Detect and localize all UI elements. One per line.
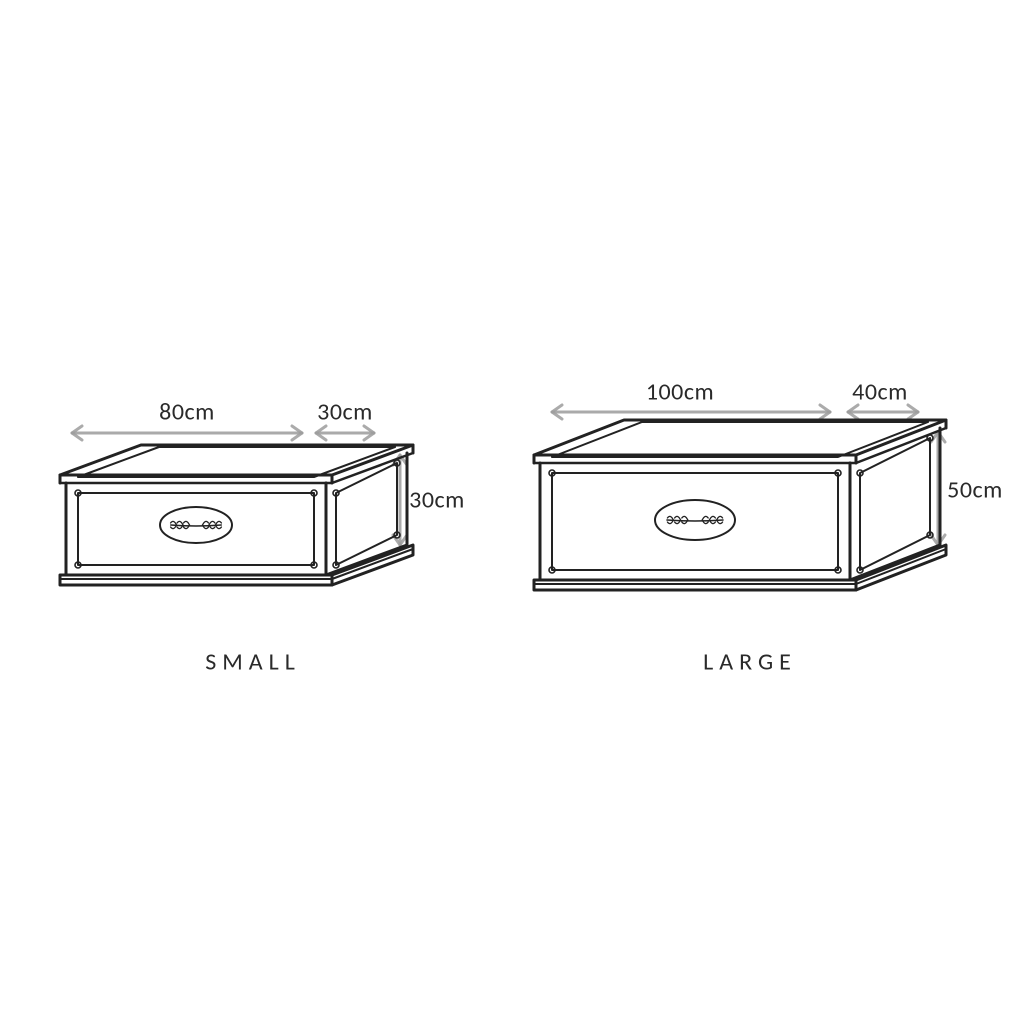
- small-planter-box: [60, 445, 413, 585]
- large-depth-arrow: [848, 405, 918, 419]
- small-width-arrow: [72, 426, 302, 440]
- diagram-svg: [0, 0, 1024, 1024]
- diagram-stage: 80cm30cm30cmSMALL100cm40cm50cmLARGE: [0, 0, 1024, 1024]
- small-height-arrow: [393, 455, 407, 545]
- large-planter-box: [534, 420, 946, 590]
- small-depth-arrow: [316, 426, 374, 440]
- large-width-arrow: [552, 405, 830, 419]
- large-height-arrow: [931, 432, 945, 545]
